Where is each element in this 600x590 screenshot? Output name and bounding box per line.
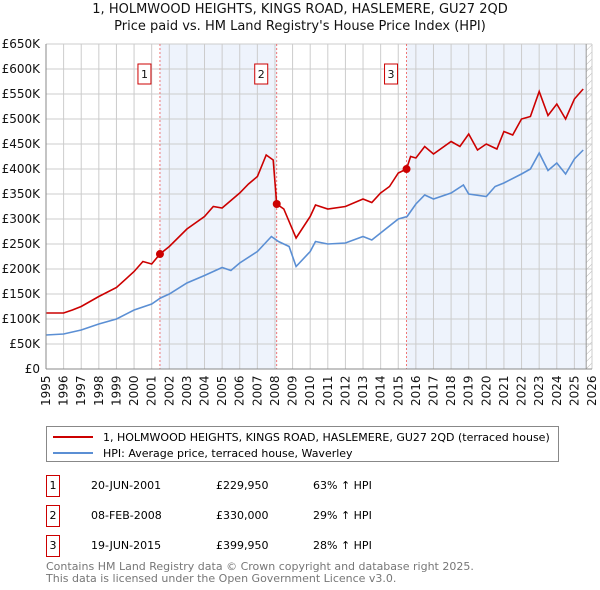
x-tick-label: 1999 [109, 375, 123, 406]
sale-hpi-change: 28% ↑ HPI [313, 539, 372, 552]
legend-item-hpi: HPI: Average price, terraced house, Wave… [53, 445, 550, 461]
footer-licence: This data is licensed under the Open Gov… [46, 572, 397, 585]
x-tick-label: 2001 [145, 375, 159, 406]
legend-item-property: 1, HOLMWOOD HEIGHTS, KINGS ROAD, HASLEME… [53, 429, 550, 445]
x-tick-label: 2023 [532, 375, 546, 406]
x-tick-label: 2014 [374, 375, 388, 406]
y-tick-label: £0 [25, 362, 40, 376]
x-tick-label: 2003 [180, 375, 194, 406]
x-tick-label: 2008 [268, 375, 282, 406]
legend-swatch-blue [53, 452, 93, 454]
x-tick-label: 1996 [57, 375, 71, 406]
sale-point [155, 250, 164, 259]
sale-label-box [384, 63, 399, 85]
sale-label: 3 [388, 68, 395, 81]
y-tick-label: £500K [2, 112, 42, 126]
y-tick-label: £150K [2, 287, 42, 301]
x-tick-label: 2024 [550, 375, 564, 406]
y-tick-label: £300K [2, 212, 42, 226]
x-tick-label: 2002 [162, 375, 176, 406]
x-tick-label: 1998 [92, 375, 106, 406]
y-tick-label: £450K [2, 137, 42, 151]
sale-marker-badge: 1 [46, 475, 60, 497]
sale-marker-badge: 3 [46, 535, 60, 557]
x-tick-label: 2018 [444, 375, 458, 406]
sale-label-box [137, 63, 152, 85]
x-tick-label: 2012 [338, 375, 352, 406]
footer-copyright: Contains HM Land Registry data © Crown c… [46, 560, 474, 573]
chart-title: 1, HOLMWOOD HEIGHTS, KINGS ROAD, HASLEME… [92, 2, 508, 17]
sale-point [402, 165, 411, 174]
sale-price: £330,000 [216, 509, 269, 522]
legend-swatch-red [53, 436, 93, 438]
sale-marker-badge: 2 [46, 505, 60, 527]
y-tick-label: £550K [2, 87, 42, 101]
y-tick-label: £100K [2, 312, 42, 326]
legend-label: HPI: Average price, terraced house, Wave… [103, 446, 353, 460]
shaded-period [406, 44, 587, 369]
x-tick-label: 1995 [39, 375, 53, 406]
sale-date: 19-JUN-2015 [91, 539, 162, 552]
x-tick-label: 2015 [391, 375, 405, 406]
x-tick-label: 2013 [356, 375, 370, 406]
x-tick-label: 2016 [409, 375, 423, 406]
y-tick-label: £400K [2, 162, 42, 176]
x-tick-label: 2017 [426, 375, 440, 406]
x-tick-label: 2022 [515, 375, 529, 406]
x-tick-label: 2019 [462, 375, 476, 406]
y-tick-label: £250K [2, 237, 42, 251]
sale-row: 1 20-JUN-2001 £229,950 63% ↑ HPI [46, 475, 546, 497]
y-tick-label: £200K [2, 262, 42, 276]
property-series-line [46, 88, 584, 314]
x-tick-label: 2000 [127, 375, 141, 406]
sale-point [272, 200, 281, 208]
x-tick-label: 2020 [479, 375, 493, 406]
x-tick-label: 1997 [74, 375, 88, 406]
y-tick-label: £650K [2, 37, 42, 51]
sale-label: 1 [141, 68, 148, 81]
sale-label: 2 [258, 68, 265, 81]
sale-row: 3 19-JUN-2015 £399,950 28% ↑ HPI [46, 535, 546, 557]
x-tick-label: 2005 [215, 375, 229, 406]
footer: Contains HM Land Registry data © Crown c… [46, 561, 474, 585]
x-tick-label: 2010 [303, 375, 317, 406]
x-tick-label: 2021 [497, 375, 511, 406]
x-tick-label: 2026 [585, 375, 599, 406]
shaded-period [159, 44, 277, 369]
sale-price: £229,950 [216, 479, 269, 492]
forecast-hatch [586, 44, 592, 369]
x-tick-label: 2011 [321, 375, 335, 406]
sale-hpi-change: 63% ↑ HPI [313, 479, 372, 492]
x-tick-label: 2004 [198, 375, 212, 406]
chart-subtitle: Price paid vs. HM Land Registry's House … [114, 19, 486, 34]
y-tick-label: £600K [2, 62, 42, 76]
legend-label: 1, HOLMWOOD HEIGHTS, KINGS ROAD, HASLEME… [103, 430, 550, 444]
price-chart: 1995 1996 1997 1998 1999 2000 2001 2002 2003 2004… [2, 37, 599, 406]
sale-label-box [254, 63, 269, 85]
x-tick-label: 2009 [286, 375, 300, 406]
sale-date: 20-JUN-2001 [91, 479, 162, 492]
x-tick-label: 2006 [233, 375, 247, 406]
legend: 1, HOLMWOOD HEIGHTS, KINGS ROAD, HASLEME… [46, 426, 559, 462]
sale-hpi-change: 29% ↑ HPI [313, 509, 372, 522]
sale-row: 2 08-FEB-2008 £330,000 29% ↑ HPI [46, 505, 546, 527]
sale-date: 08-FEB-2008 [91, 509, 162, 522]
y-tick-label: £350K [2, 187, 42, 201]
hpi-series-line [45, 149, 584, 336]
x-tick-label: 2025 [567, 375, 581, 406]
sale-price: £399,950 [216, 539, 269, 552]
x-tick-label: 2007 [250, 375, 264, 406]
y-tick-label: £50K [9, 337, 41, 351]
